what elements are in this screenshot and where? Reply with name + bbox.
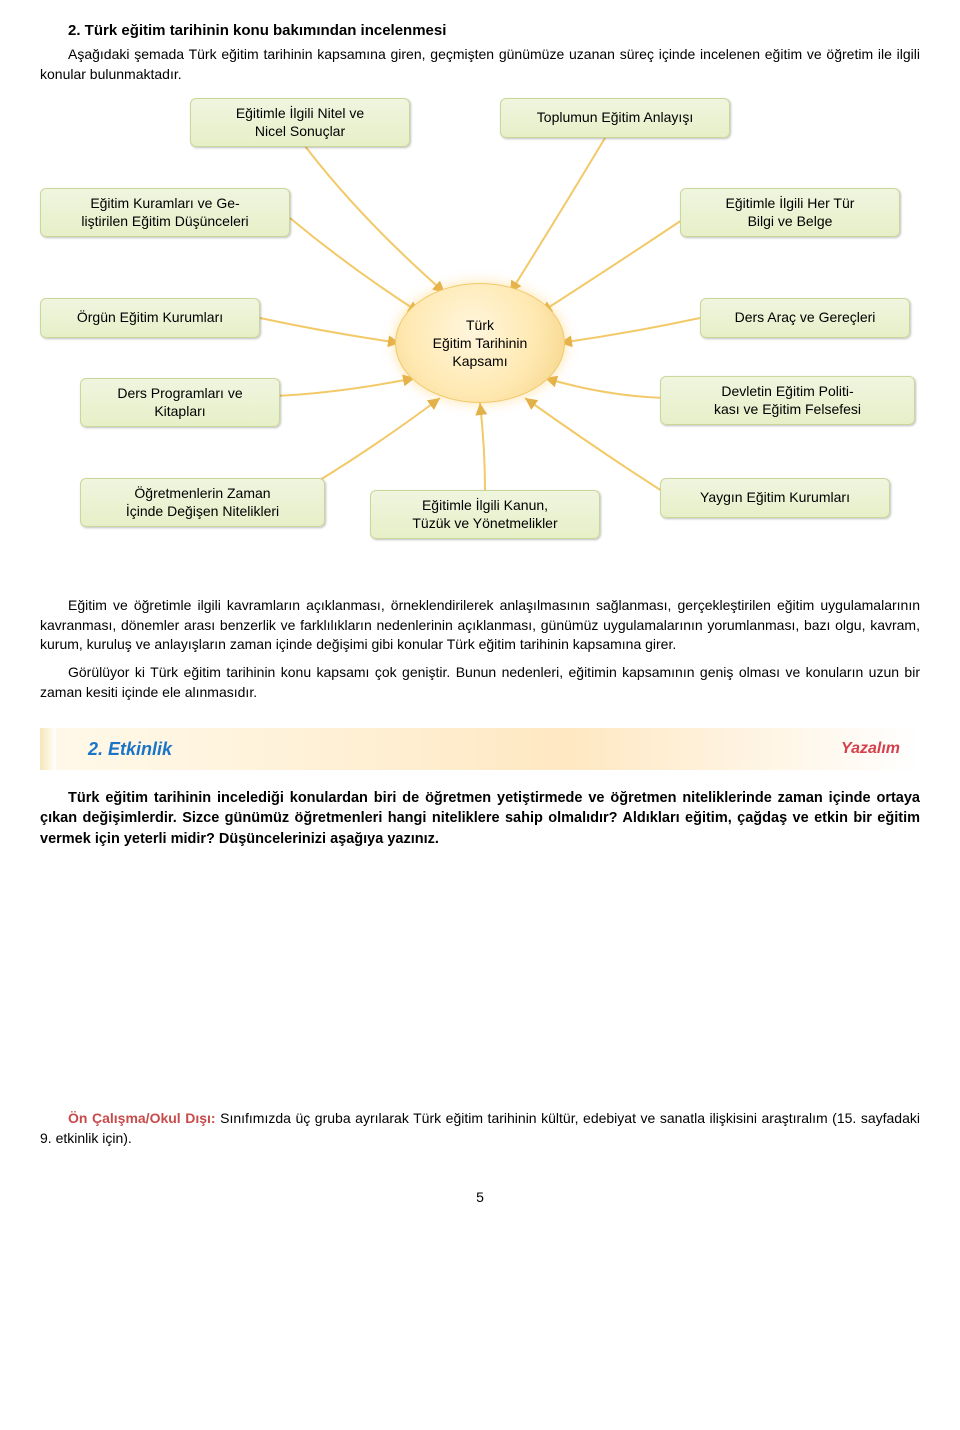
concept-diagram: TürkEğitim TarihininKapsamı Eğitimle İlgi…: [40, 98, 920, 578]
body-paragraph-2: Görülüyor ki Türk eğitim tarihinin konu …: [40, 663, 920, 702]
diagram-center-node: TürkEğitim TarihininKapsamı: [395, 283, 565, 403]
section-heading: 2. Türk eğitim tarihinin konu bakımından…: [40, 20, 920, 41]
page-number: 5: [40, 1188, 920, 1208]
activity-right-label: Yazalım: [841, 738, 900, 760]
diagram-node-nitel: Eğitimle İlgili Nitel veNicel Sonuçlar: [190, 98, 410, 147]
body-paragraph-1: Eğitim ve öğretimle ilgili kavramların a…: [40, 596, 920, 655]
diagram-node-bilgi: Eğitimle İlgili Her TürBilgi ve Belge: [680, 188, 900, 237]
diagram-node-orgun: Örgün Eğitim Kurumları: [40, 298, 260, 338]
activity-bar: 2. Etkinlik Yazalım: [40, 728, 920, 770]
diagram-node-ogretmen: Öğretmenlerin Zamanİçinde Değişen Niteli…: [80, 478, 325, 527]
diagram-node-kanun: Eğitimle İlgili Kanun,Tüzük ve Yönetmeli…: [370, 490, 600, 539]
diagram-node-toplum: Toplumun Eğitim Anlayışı: [500, 98, 730, 138]
activity-task: Türk eğitim tarihinin incelediği konular…: [40, 788, 920, 849]
diagram-node-yaygin: Yaygın Eğitim Kurumları: [660, 478, 890, 518]
diagram-node-program: Ders Programları veKitapları: [80, 378, 280, 427]
diagram-node-kuram: Eğitim Kuramları ve Ge-liştirilen Eğitim…: [40, 188, 290, 237]
footer-label: Ön Çalışma/Okul Dışı:: [68, 1110, 216, 1126]
activity-title: 2. Etkinlik: [88, 737, 172, 762]
footer-note: Ön Çalışma/Okul Dışı: Sınıfımızda üç gru…: [40, 1109, 920, 1148]
diagram-node-politika: Devletin Eğitim Politi-kası ve Eğitim Fe…: [660, 376, 915, 425]
diagram-node-arac: Ders Araç ve Gereçleri: [700, 298, 910, 338]
intro-paragraph: Aşağıdaki şemada Türk eğitim tarihinin k…: [40, 45, 920, 84]
